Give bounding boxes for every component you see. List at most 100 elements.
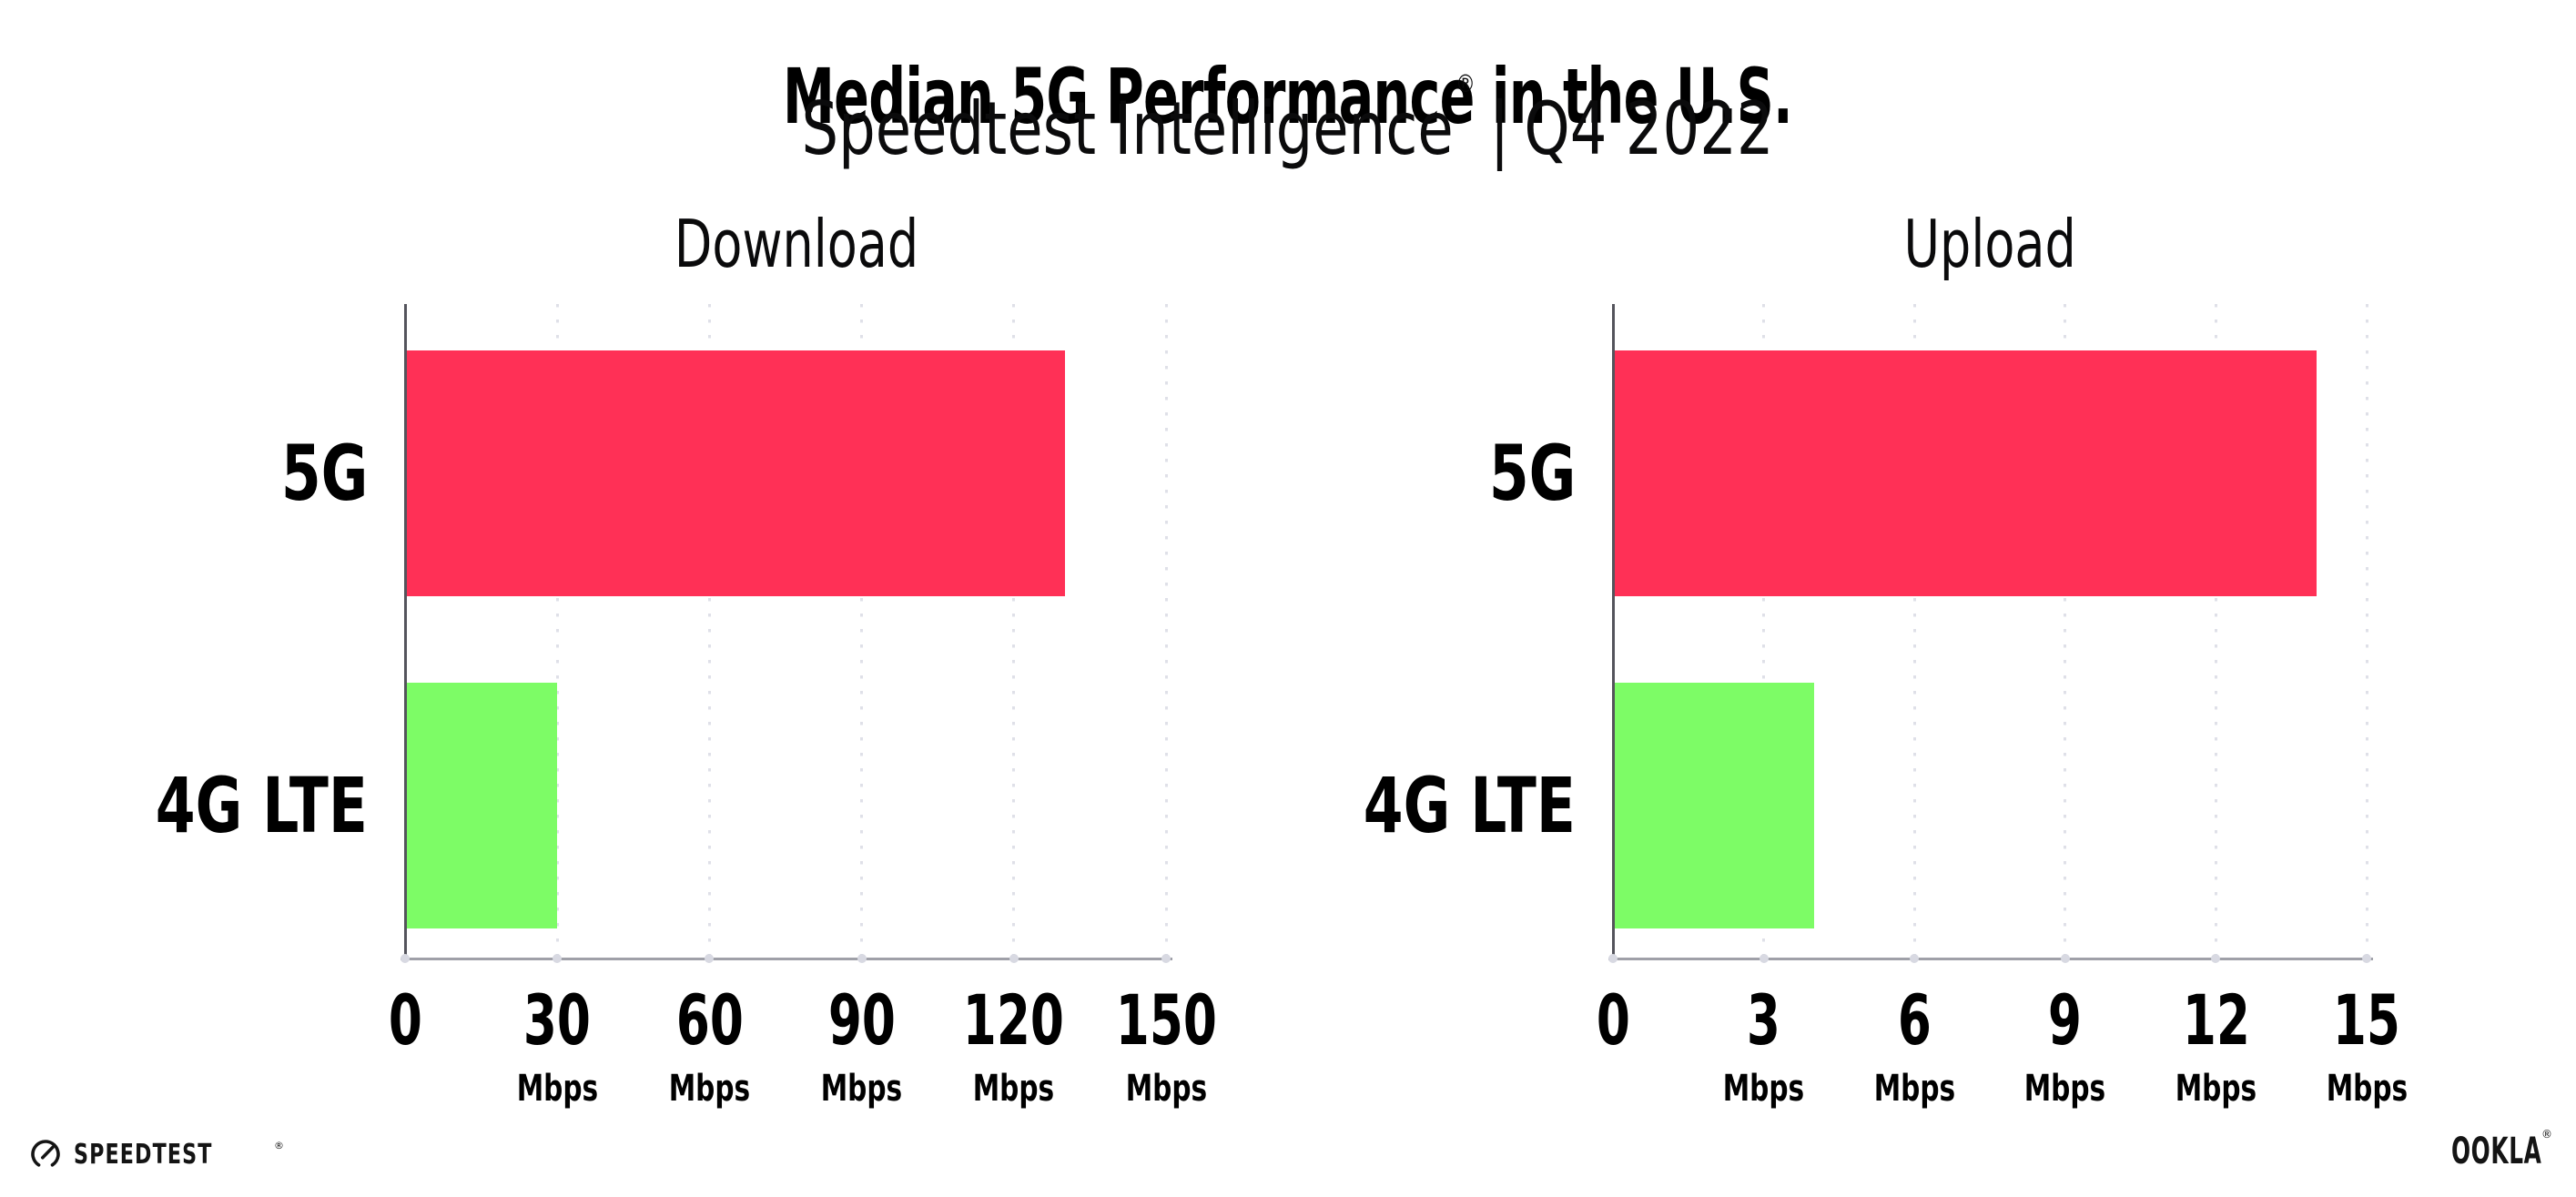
registered-trademark-icon: ® bbox=[1455, 70, 1476, 99]
bar-5g bbox=[405, 350, 1065, 596]
ookla-logo: OOKLA® bbox=[2396, 1129, 2552, 1172]
subtitle-separator: | bbox=[1490, 86, 1510, 171]
gridline bbox=[2064, 304, 2067, 959]
tick-unit-text: Mbps bbox=[2175, 1068, 2257, 1110]
category-label-text: 5G bbox=[280, 429, 368, 518]
tick-label-text: 15 bbox=[2332, 979, 2401, 1060]
page-subtitle: Speedtest Intelligence®| Q4 2022 bbox=[0, 72, 2576, 166]
tick-label-text: 30 bbox=[523, 979, 592, 1060]
gridline bbox=[1012, 304, 1016, 959]
tick-unit: Mbps bbox=[457, 1070, 657, 1107]
tick-label-text: 0 bbox=[1596, 979, 1630, 1060]
tick-unit-text: Mbps bbox=[1873, 1068, 1955, 1110]
axis-tick-dot bbox=[1608, 954, 1618, 963]
ookla-wordmark: OOKLA bbox=[2450, 1131, 2541, 1172]
bar-4g-lte bbox=[1613, 683, 1814, 928]
category-label-5g: 5G bbox=[0, 423, 368, 523]
tick-label: 9 bbox=[1965, 986, 2165, 1055]
y-axis-line bbox=[404, 304, 407, 961]
speedtest-registered-icon: ® bbox=[274, 1139, 285, 1151]
speedtest-gauge-icon bbox=[31, 1140, 60, 1169]
y-axis-line bbox=[1612, 304, 1615, 961]
speedtest-logo: SPEEDTEST ® bbox=[29, 1138, 285, 1171]
tick-unit-text: Mbps bbox=[1722, 1068, 1805, 1110]
axis-tick-dot bbox=[553, 954, 563, 963]
bar-5g bbox=[1613, 350, 2317, 596]
axis-tick-dot bbox=[1910, 954, 1920, 963]
tick-label: 90 bbox=[762, 986, 962, 1055]
tick-unit: Mbps bbox=[1965, 1070, 2165, 1107]
axis-tick-dot bbox=[1009, 954, 1019, 963]
gridline bbox=[2365, 304, 2368, 959]
chart-title: Download bbox=[432, 211, 1161, 277]
tick-unit: Mbps bbox=[1814, 1070, 2014, 1107]
category-label-5g: 5G bbox=[1011, 423, 1576, 523]
gridline bbox=[860, 304, 864, 959]
tick-unit: Mbps bbox=[609, 1070, 809, 1107]
tick-label-text: 150 bbox=[1115, 979, 1217, 1060]
tick-unit-text: Mbps bbox=[668, 1068, 751, 1110]
page-title-text: Median 5G Performance in the U.S. bbox=[783, 52, 1793, 142]
gridline bbox=[1164, 304, 1168, 959]
chart-title-text: Download bbox=[674, 206, 919, 282]
axis-tick-dot bbox=[1161, 954, 1171, 963]
gridline bbox=[2214, 304, 2217, 959]
ookla-registered-icon: ® bbox=[2541, 1127, 2552, 1141]
tick-unit-text: Mbps bbox=[516, 1068, 598, 1110]
bar-4g-lte bbox=[405, 683, 558, 928]
tick-unit: Mbps bbox=[1664, 1070, 1864, 1107]
tick-unit: Mbps bbox=[2267, 1070, 2467, 1107]
tick-label-text: 120 bbox=[963, 979, 1065, 1060]
tick-label-text: 60 bbox=[675, 979, 744, 1060]
chart-title-text: Upload bbox=[1903, 206, 2076, 282]
page-title: Median 5G Performance in the U.S. bbox=[0, 58, 2576, 135]
axis-tick-dot bbox=[401, 954, 410, 963]
tick-unit-text: Mbps bbox=[973, 1068, 1055, 1110]
axis-tick-dot bbox=[2211, 954, 2221, 963]
tick-label: 150 bbox=[1066, 986, 1266, 1055]
axis-tick-dot bbox=[705, 954, 715, 963]
tick-unit-text: Mbps bbox=[2024, 1068, 2106, 1110]
axis-tick-dot bbox=[857, 954, 867, 963]
tick-label: 15 bbox=[2267, 986, 2467, 1055]
category-label-4g-lte: 4G LTE bbox=[0, 756, 368, 856]
tick-label: 120 bbox=[914, 986, 1114, 1055]
gridline bbox=[1912, 304, 1916, 959]
tick-label-text: 90 bbox=[827, 979, 896, 1060]
tick-unit: Mbps bbox=[2115, 1070, 2316, 1107]
tick-label: 60 bbox=[609, 986, 809, 1055]
speedtest-wordmark: SPEEDTEST bbox=[74, 1138, 213, 1171]
axis-tick-dot bbox=[2060, 954, 2070, 963]
tick-label: 0 bbox=[1513, 986, 1713, 1055]
tick-label-text: 3 bbox=[1747, 979, 1781, 1060]
category-label-text: 5G bbox=[1488, 429, 1576, 518]
tick-unit-text: Mbps bbox=[820, 1068, 903, 1110]
subtitle-brand: Speedtest Intelligence bbox=[801, 86, 1455, 171]
gridline bbox=[1762, 304, 1766, 959]
tick-unit-text: Mbps bbox=[2326, 1068, 2408, 1110]
tick-unit-text: Mbps bbox=[1125, 1068, 1207, 1110]
tick-label-text: 6 bbox=[1897, 979, 1932, 1060]
axis-tick-dot bbox=[1759, 954, 1769, 963]
category-label-text: 4G LTE bbox=[1363, 761, 1576, 850]
tick-label-text: 12 bbox=[2182, 979, 2250, 1060]
tick-label-text: 9 bbox=[2048, 979, 2083, 1060]
tick-label: 6 bbox=[1814, 986, 2014, 1055]
tick-unit: Mbps bbox=[1066, 1070, 1266, 1107]
category-label-text: 4G LTE bbox=[155, 761, 368, 850]
tick-label: 3 bbox=[1664, 986, 1864, 1055]
gridline bbox=[555, 304, 559, 959]
tick-label-text: 0 bbox=[388, 979, 422, 1060]
gridline bbox=[707, 304, 711, 959]
x-axis-line bbox=[401, 958, 1172, 960]
tick-label: 0 bbox=[305, 986, 505, 1055]
tick-unit: Mbps bbox=[762, 1070, 962, 1107]
tick-label: 12 bbox=[2115, 986, 2316, 1055]
chart-title: Upload bbox=[1626, 211, 2354, 277]
tick-unit: Mbps bbox=[914, 1070, 1114, 1107]
tick-label: 30 bbox=[457, 986, 657, 1055]
category-label-4g-lte: 4G LTE bbox=[1011, 756, 1576, 856]
x-axis-line bbox=[1608, 958, 2373, 960]
page-subtitle-text: Speedtest Intelligence®| Q4 2022 bbox=[802, 72, 1774, 166]
